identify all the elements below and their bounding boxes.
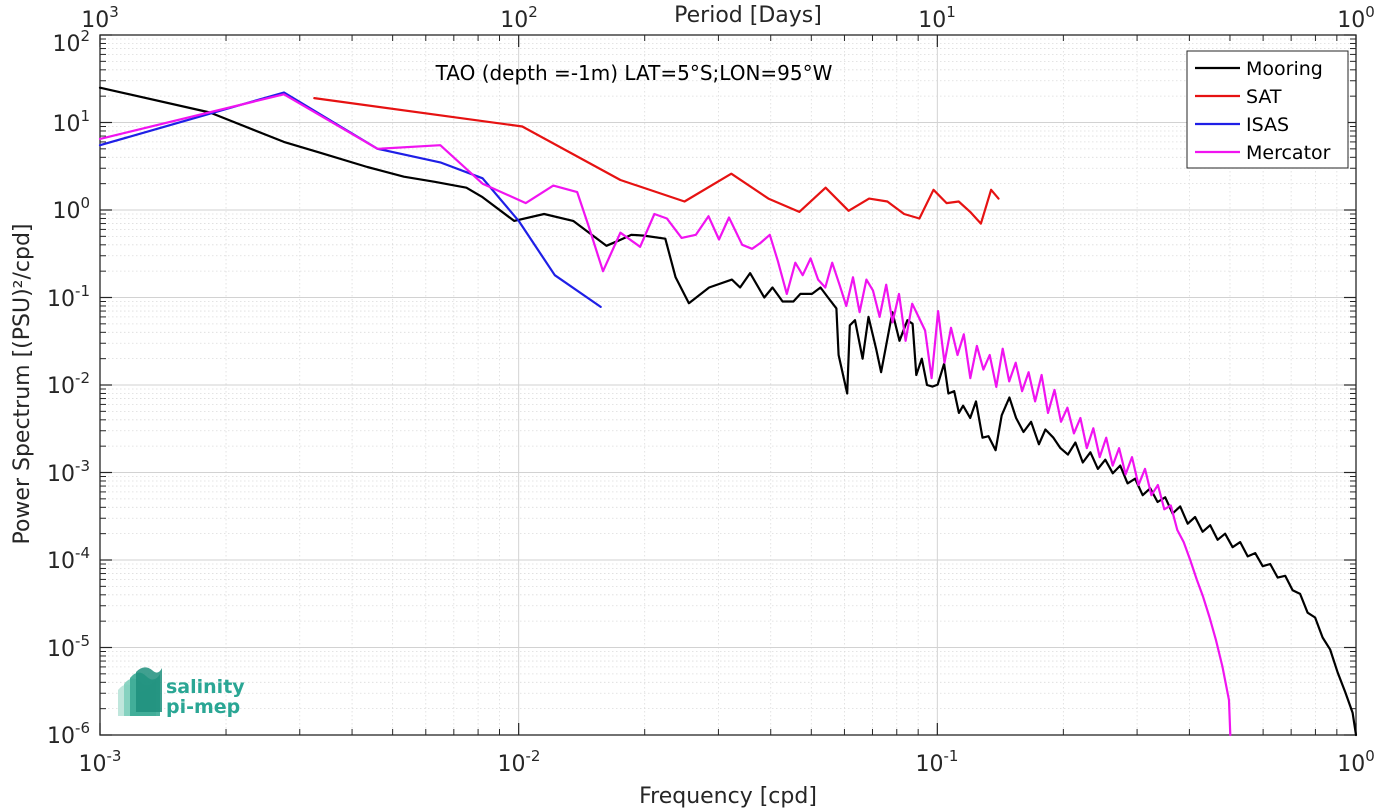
top-x-axis-label: Period [Days] (674, 3, 822, 28)
legend-label-mercator: Mercator (1246, 142, 1331, 164)
y-tick-label-1e-4: 10-4 (47, 544, 90, 574)
major-grid (99, 34, 1357, 736)
series-line-isas (98, 91, 602, 308)
top-tick-label-1e0: 100 (1337, 3, 1375, 33)
series-line-sat (313, 96, 1000, 225)
axis-ticks (99, 34, 1357, 736)
logo-text-salinity: salinity (166, 676, 245, 698)
x-tick-label-1e-2: 10-2 (498, 747, 541, 777)
y-tick-label-1e-6: 10-6 (47, 719, 90, 749)
minor-grid (100, 35, 1356, 735)
series-line-mercator (98, 93, 1232, 737)
top-tick-label-1e3: 103 (81, 3, 119, 33)
top-tick-label-1e1: 101 (918, 3, 956, 33)
y-tick-label-1e-1: 10-1 (47, 282, 90, 312)
chart-title: TAO (depth =-1m) LAT=5°S;LON=95°W (435, 61, 833, 85)
x-tick-label-1e0: 100 (1337, 747, 1375, 777)
x-axis-label: Frequency [cpd] (639, 784, 817, 809)
series-line-mooring (98, 86, 1358, 737)
y-tick-label-1e-5: 10-5 (47, 632, 90, 662)
x-tick-label-1e-3: 10-3 (79, 747, 122, 777)
salinity-pi-mep-logo: salinity pi-mep (118, 667, 245, 718)
y-tick-label-1e1: 101 (52, 107, 90, 137)
y-tick-label-1e0: 100 (52, 194, 90, 224)
logo-waves-icon (118, 667, 162, 716)
logo-text-pi-mep: pi-mep (166, 696, 240, 718)
legend: Mooring SAT ISAS Mercator (1186, 50, 1349, 169)
series-lines (98, 86, 1358, 737)
y-tick-label-1e2: 102 (52, 27, 90, 57)
y-tick-label-1e-2: 10-2 (47, 369, 90, 399)
legend-label-sat: SAT (1246, 86, 1282, 108)
legend-label-isas: ISAS (1246, 114, 1289, 136)
legend-label-mooring: Mooring (1246, 58, 1323, 80)
x-tick-label-1e-1: 10-1 (916, 747, 959, 777)
y-axis-label: Power Spectrum [(PSU)²/cpd] (10, 223, 35, 544)
legend-box (1186, 50, 1349, 169)
y-tick-label-1e-3: 10-3 (47, 457, 90, 487)
top-tick-label-1e2: 102 (500, 3, 538, 33)
